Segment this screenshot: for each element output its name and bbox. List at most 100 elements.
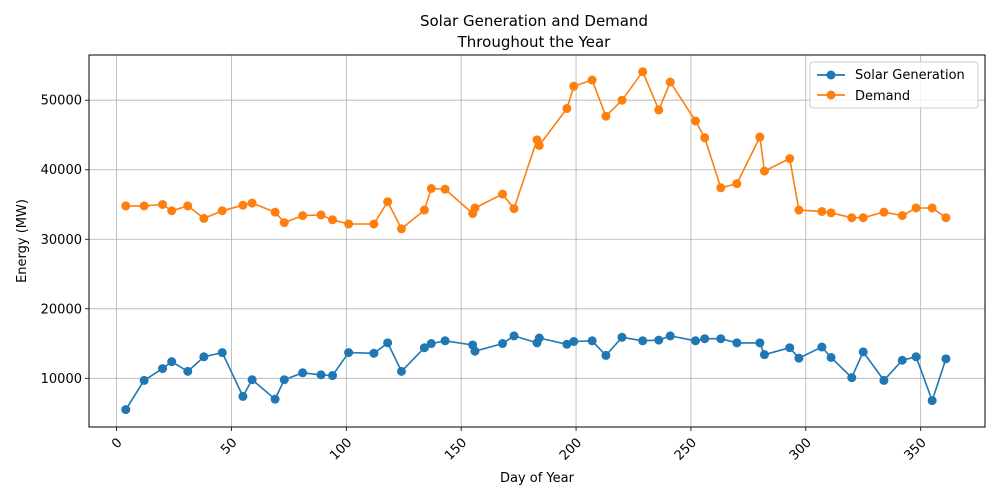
data-point-solar-generation: [879, 375, 889, 385]
data-point-demand: [601, 111, 611, 121]
data-point-demand: [509, 204, 519, 214]
series-demand: [121, 67, 951, 234]
data-point-solar-generation: [509, 331, 519, 341]
data-point-demand: [396, 224, 406, 234]
data-point-demand: [298, 211, 308, 221]
y-tick-label: 30000: [41, 233, 82, 248]
data-point-demand: [858, 213, 868, 223]
data-point-demand: [419, 205, 429, 215]
data-point-solar-generation: [270, 394, 280, 404]
data-point-demand: [911, 203, 921, 213]
data-point-demand: [759, 166, 769, 176]
data-point-demand: [183, 201, 193, 211]
data-point-demand: [700, 133, 710, 143]
data-point-solar-generation: [121, 405, 131, 415]
data-point-solar-generation: [716, 334, 726, 344]
x-axis-label: Day of Year: [500, 471, 575, 486]
legend-solar-label: Solar Generation: [855, 68, 965, 83]
data-point-demand: [897, 211, 907, 221]
data-point-solar-generation: [665, 331, 675, 341]
data-point-solar-generation: [858, 347, 868, 357]
data-point-solar-generation: [426, 339, 436, 349]
data-point-solar-generation: [562, 339, 572, 349]
data-point-demand: [498, 189, 508, 199]
data-point-demand: [158, 199, 168, 209]
data-point-solar-generation: [755, 338, 765, 348]
legend-demand-marker: [826, 90, 836, 100]
data-point-demand: [562, 104, 572, 114]
data-point-solar-generation: [817, 342, 827, 352]
data-point-demand: [167, 206, 177, 216]
data-point-solar-generation: [785, 343, 795, 353]
data-point-solar-generation: [897, 355, 907, 365]
data-point-demand: [826, 208, 836, 218]
data-point-solar-generation: [328, 371, 338, 381]
data-point-demand: [470, 203, 480, 213]
data-point-solar-generation: [238, 391, 248, 401]
data-point-demand: [217, 206, 227, 216]
y-tick-label: 50000: [41, 94, 82, 109]
data-point-solar-generation: [369, 348, 379, 358]
y-axis-label: Energy (MW): [15, 199, 30, 283]
data-point-solar-generation: [183, 366, 193, 376]
data-point-solar-generation: [498, 339, 508, 349]
data-point-solar-generation: [383, 338, 393, 348]
data-point-demand: [139, 201, 149, 211]
data-point-demand: [569, 81, 579, 91]
gridlines: [89, 55, 985, 427]
data-point-solar-generation: [700, 334, 710, 344]
data-point-solar-generation: [316, 370, 326, 380]
data-point-demand: [617, 95, 627, 105]
data-point-demand: [847, 213, 857, 223]
legend-solar-marker: [826, 70, 836, 80]
data-point-demand: [279, 218, 289, 228]
data-point-solar-generation: [158, 364, 168, 374]
data-point-solar-generation: [759, 350, 769, 360]
data-point-demand: [247, 198, 257, 208]
data-point-demand: [785, 154, 795, 164]
data-point-solar-generation: [569, 336, 579, 346]
data-point-solar-generation: [279, 375, 289, 385]
data-point-demand: [383, 197, 393, 207]
data-point-demand: [534, 140, 544, 150]
data-point-demand: [328, 215, 338, 225]
data-point-demand: [665, 77, 675, 87]
data-point-demand: [270, 207, 280, 217]
data-point-solar-generation: [847, 373, 857, 383]
data-point-solar-generation: [826, 352, 836, 362]
data-point-solar-generation: [617, 332, 627, 342]
data-point-demand: [344, 219, 354, 229]
data-point-solar-generation: [601, 350, 611, 360]
data-point-solar-generation: [470, 346, 480, 356]
data-point-solar-generation: [654, 335, 664, 345]
data-point-demand: [316, 210, 326, 220]
data-point-demand: [879, 207, 889, 217]
data-point-solar-generation: [638, 336, 648, 346]
data-point-solar-generation: [927, 396, 937, 406]
legend-box: [809, 61, 979, 109]
data-point-solar-generation: [139, 375, 149, 385]
data-point-solar-generation: [298, 368, 308, 378]
data-point-solar-generation: [247, 375, 257, 385]
data-point-demand: [817, 206, 827, 216]
data-point-demand: [238, 200, 248, 210]
data-point-demand: [369, 219, 379, 229]
chart-title-line-2: Throughout the Year: [457, 33, 612, 51]
data-point-demand: [426, 184, 436, 194]
data-point-demand: [716, 183, 726, 193]
data-point-solar-generation: [396, 366, 406, 376]
series-solar-generation: [121, 331, 951, 415]
chart-title-line-1: Solar Generation and Demand: [420, 12, 648, 30]
data-point-solar-generation: [419, 343, 429, 353]
data-point-demand: [199, 213, 209, 223]
data-point-demand: [654, 105, 664, 115]
data-point-solar-generation: [794, 353, 804, 363]
data-point-solar-generation: [167, 357, 177, 367]
data-point-solar-generation: [941, 354, 951, 364]
legend-demand-label: Demand: [855, 89, 910, 104]
data-point-solar-generation: [217, 348, 227, 358]
data-point-demand: [587, 75, 597, 85]
data-point-demand: [638, 67, 648, 77]
data-point-demand: [440, 184, 450, 194]
